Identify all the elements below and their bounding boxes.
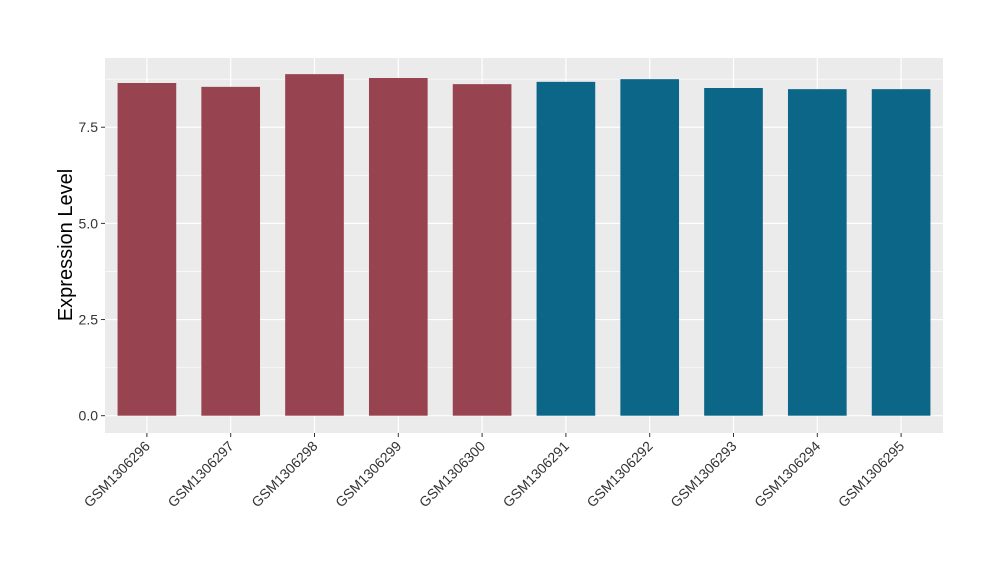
bar [704,88,763,416]
x-tick-label: GSM1306291 [500,438,573,511]
x-tick-label: GSM1306295 [835,438,908,511]
bars [117,74,931,416]
bar [871,89,931,416]
bar [285,74,344,416]
y-axis: 0.0 2.5 5.0 7.5 [79,119,105,424]
bar [201,86,261,416]
bar [368,78,428,416]
bar [452,84,512,416]
y-tick-label: 2.5 [79,312,99,328]
bar [536,81,596,416]
x-tick-label: GSM1306296 [81,438,154,511]
x-tick-label: GSM1306298 [248,438,321,511]
bar [787,89,847,416]
y-tick-label: 0.0 [79,408,99,424]
x-tick-label: GSM1306300 [416,438,489,511]
y-axis-title: Expression Level [55,169,77,321]
bar [117,83,177,416]
x-tick-label: GSM1306292 [583,438,656,511]
y-tick-label: 5.0 [79,215,99,231]
x-tick-label: GSM1306293 [667,438,740,511]
x-tick-label: GSM1306294 [751,438,824,511]
x-tick-label: GSM1306297 [164,438,237,511]
y-tick-label: 7.5 [79,119,99,135]
x-axis: GSM1306296 GSM1306297 GSM1306298 GSM1306299… [81,433,908,511]
x-tick-label: GSM1306299 [332,438,405,511]
bar [620,79,680,416]
